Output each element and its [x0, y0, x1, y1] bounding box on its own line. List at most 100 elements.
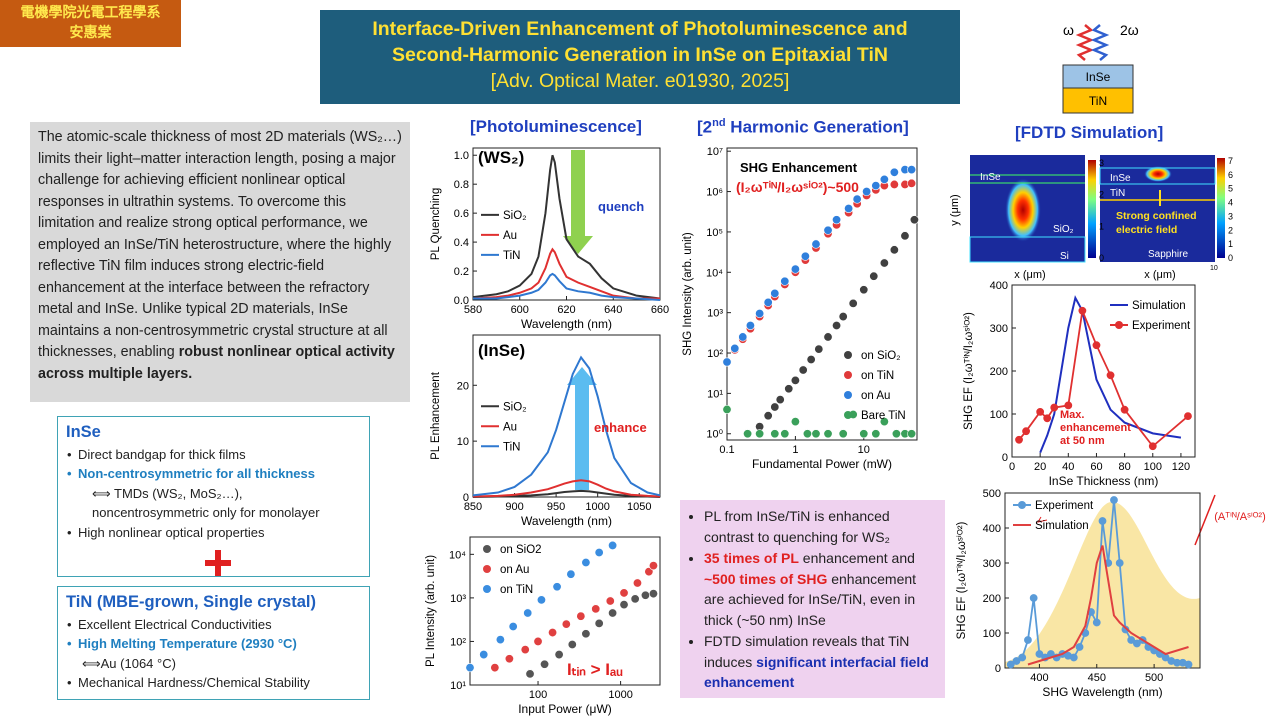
data-point: [581, 557, 591, 567]
title-box: Interface-Driven Enhancement of Photolum…: [320, 10, 960, 104]
x-axis-label: Fundamental Power (mW): [752, 457, 892, 471]
data-point: [770, 288, 780, 298]
data-point: [852, 194, 862, 204]
series-line: [472, 355, 661, 497]
affiliation: 電機學院光電工程學系 安惠棠: [0, 0, 181, 47]
abstract: The atomic-scale thickness of most 2D ma…: [30, 122, 410, 402]
x-tick-label: 1000: [585, 501, 609, 513]
y-axis-label: PL Enhancement: [430, 371, 442, 460]
legend-label: Au: [503, 421, 517, 433]
summary: PL from InSe/TiN is enhanced contrast to…: [680, 500, 945, 698]
item: Excellent Electrical Conductivities: [67, 615, 361, 635]
data-point: [576, 611, 586, 621]
data-point: [536, 595, 546, 605]
legend-label: Au: [503, 230, 517, 242]
x-tick-label: 1000: [608, 689, 632, 701]
y-tick-label: 10²: [450, 636, 466, 648]
series-line: [472, 247, 660, 300]
axis-label: x (μm): [1014, 269, 1045, 281]
data-point: [561, 619, 571, 629]
colorbar-label: 6: [1228, 170, 1233, 180]
text: ~500 times of SHG: [704, 570, 828, 587]
x-tick-label: 900: [505, 501, 523, 513]
legend-swatch: [483, 585, 491, 593]
annotation: (WS₂): [478, 148, 524, 167]
data-point: [608, 540, 618, 550]
fdtd-maps: y (μm) x (μm) x (μm) InSe SiO₂ Si InSe T…: [949, 155, 1225, 281]
x-tick-label: 40: [1062, 461, 1074, 473]
data-point: [871, 181, 881, 191]
colorbar: [1088, 160, 1096, 258]
y-tick-label: 10⁴: [449, 549, 466, 561]
item: High nonlinear optical properties: [67, 523, 361, 543]
data-point: [619, 600, 629, 610]
plot-frame: [469, 536, 661, 686]
plus-sign: [205, 550, 231, 576]
label: InSe: [1086, 70, 1111, 84]
legend-swatch: [1115, 321, 1123, 329]
text: FDTD simulation reveals that TiN induces: [704, 633, 910, 670]
title-line: Second-Harmonic Generation in InSe on Ep…: [392, 44, 888, 66]
x-tick-label: 950: [547, 501, 565, 513]
data-point: [581, 629, 591, 639]
data-point: [1148, 442, 1157, 451]
data-point: [823, 225, 833, 235]
text: Harmonic Generation]: [725, 117, 909, 137]
legend-label: on SiO₂: [861, 350, 901, 362]
data-point: [540, 659, 550, 669]
data-point: [608, 608, 618, 618]
x-axis-label: SHG Wavelength (nm): [1042, 685, 1162, 699]
y-tick-label: 10⁴: [706, 267, 723, 279]
data-point: [591, 604, 601, 614]
y-tick-label: 100: [990, 409, 1008, 421]
y-tick-label: 100: [983, 628, 1001, 640]
data-point: [889, 167, 899, 177]
data-point: [790, 264, 800, 274]
legend-label: on SiO2: [500, 544, 542, 556]
x-tick-label: 1: [792, 444, 798, 456]
data-point: [632, 578, 642, 588]
y-tick-label: 10⁶: [706, 187, 723, 199]
plot-frame: [726, 147, 918, 441]
y-tick-label: 10²: [707, 348, 723, 360]
data-point: [1022, 427, 1030, 436]
label: 10: [1210, 265, 1218, 272]
data-point: [790, 375, 800, 385]
colorbar-label: 7: [1228, 156, 1233, 166]
annotation: Iₜᵢₙ > Iₐᵤ: [567, 660, 623, 679]
legend-label: Bare TiN: [861, 410, 906, 422]
legend-label: Simulation: [1132, 300, 1186, 312]
arrow: [1194, 494, 1216, 546]
data-point: [800, 251, 810, 261]
legend-label: Experiment: [1132, 320, 1191, 332]
label: TiN: [1110, 188, 1125, 199]
x-tick-label: 660: [651, 304, 669, 316]
x-tick-label: 620: [557, 304, 575, 316]
x-tick-label: 100: [529, 689, 547, 701]
data-point: [763, 411, 773, 421]
data-point: [859, 285, 869, 295]
text: PL from InSe/TiN is enhanced contrast to…: [704, 508, 890, 545]
data-point: [879, 258, 889, 268]
colorbar-label: 1: [1228, 239, 1233, 249]
label: Sapphire: [1148, 249, 1188, 260]
item: PL from InSe/TiN is enhanced contrast to…: [704, 506, 937, 547]
item: noncentrosymmetric only for monolayer: [92, 505, 320, 520]
citation: [Adv. Optical Mater. e01930, 2025]: [490, 70, 790, 92]
data-point: [1184, 412, 1192, 421]
x-axis-label: InSe Thickness (nm): [1049, 474, 1159, 488]
x-tick-label: 60: [1090, 461, 1102, 473]
y-tick-label: 10³: [707, 308, 723, 320]
colorbar-label: 0: [1099, 253, 1104, 263]
callout: Strong confined: [1116, 210, 1197, 222]
data-point: [900, 231, 910, 241]
data-point: [838, 312, 848, 322]
text: significant interfacial field enhancemen…: [704, 653, 929, 691]
data-point: [780, 276, 790, 286]
x-axis-label: Wavelength (nm): [521, 514, 612, 528]
x-tick-label: 120: [1172, 461, 1190, 473]
data-point: [1064, 401, 1073, 410]
data-point: [567, 640, 577, 650]
data-point: [548, 628, 558, 638]
y-axis-label: SHG EF (I₂ωᵀⁱᴺ/I₂ωˢⁱᴼ²): [955, 521, 968, 639]
